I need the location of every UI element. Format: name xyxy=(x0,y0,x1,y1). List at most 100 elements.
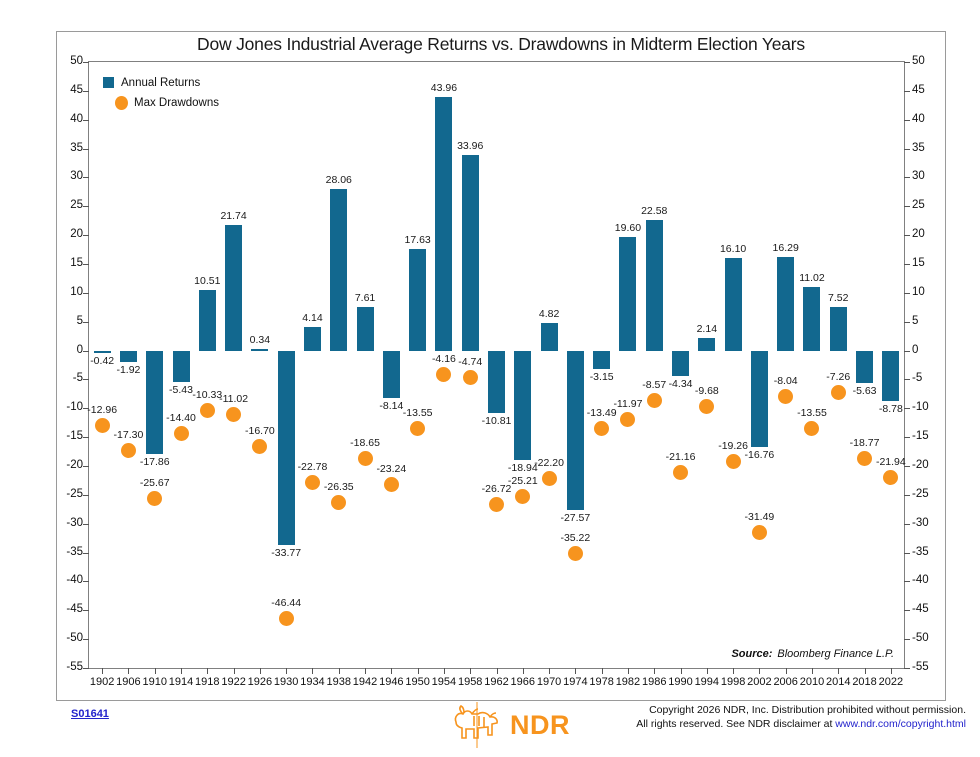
dot-max-drawdown xyxy=(751,524,767,540)
x-axis-tick-mark xyxy=(811,668,813,674)
copyright-notice: Copyright 2026 NDR, Inc. Distribution pr… xyxy=(636,703,966,731)
dot-max-drawdown xyxy=(883,469,899,485)
dot-value-label: -9.68 xyxy=(694,384,719,397)
x-axis-tick-label: 2010 xyxy=(799,676,825,688)
x-axis-tick-label: 1998 xyxy=(720,676,746,688)
x-axis-tick-mark xyxy=(181,668,183,674)
x-axis-tick-label: 1934 xyxy=(300,676,325,688)
y-axis-tick-mark xyxy=(83,350,89,352)
y-axis-tick-mark xyxy=(904,62,910,63)
y-axis-tick-label: -40 xyxy=(912,574,929,587)
bar-annual-return xyxy=(514,350,532,460)
dot-value-label: -31.49 xyxy=(744,510,775,523)
y-axis-tick-label: -35 xyxy=(912,545,929,558)
y-axis-tick-mark xyxy=(83,62,89,63)
bar-annual-return xyxy=(225,225,243,351)
y-axis-tick-mark xyxy=(904,235,910,237)
y-axis-tick-label: -50 xyxy=(912,632,929,645)
y-axis-tick-mark xyxy=(904,408,910,410)
legend-circle-icon xyxy=(115,95,128,110)
x-axis-tick-label: 1962 xyxy=(484,676,509,688)
x-axis-tick-mark xyxy=(233,668,235,674)
dot-value-label: -10.33 xyxy=(192,388,223,401)
y-axis-tick-mark xyxy=(83,148,89,150)
x-axis-tick-label: 1938 xyxy=(326,676,351,688)
dot-max-drawdown xyxy=(304,474,320,490)
y-axis-tick-label: -20 xyxy=(912,459,929,471)
dot-max-drawdown xyxy=(594,420,610,436)
dot-value-label: -16.70 xyxy=(244,425,275,438)
dot-value-label: -18.65 xyxy=(350,436,380,449)
x-axis-tick-mark xyxy=(259,668,261,674)
source-note: Source: Bloomberg Finance L.P. xyxy=(731,648,894,660)
legend-label: Annual Returns xyxy=(121,76,201,89)
dot-max-drawdown xyxy=(804,421,820,437)
bar-annual-return xyxy=(382,350,400,398)
dot-max-drawdown xyxy=(567,546,583,562)
bar-annual-return xyxy=(251,348,269,351)
x-axis-tick-mark xyxy=(128,668,130,674)
dot-max-drawdown xyxy=(410,421,426,437)
x-axis-tick-label: 1926 xyxy=(247,676,273,688)
bar-annual-return xyxy=(540,322,558,351)
dot-value-label: -23.24 xyxy=(376,463,407,476)
bar-annual-return xyxy=(645,220,663,351)
x-axis-tick-mark xyxy=(680,668,682,674)
y-axis-tick-mark xyxy=(83,235,89,237)
y-axis-tick-label: 35 xyxy=(70,141,83,154)
y-axis-tick-label: -55 xyxy=(66,661,83,673)
ndr-logo: NDR xyxy=(448,702,570,748)
x-axis-tick-mark xyxy=(470,668,472,674)
bar-annual-return xyxy=(93,350,111,353)
bar-value-label: -10.81 xyxy=(481,414,512,427)
y-axis-tick-mark xyxy=(83,292,89,294)
x-axis-tick-mark xyxy=(312,668,314,674)
x-axis-tick-label: 1966 xyxy=(510,676,536,688)
y-axis-tick-mark xyxy=(904,437,910,439)
bar-value-label: -16.76 xyxy=(744,449,775,462)
bar-annual-return xyxy=(435,96,453,351)
dot-max-drawdown xyxy=(383,477,399,493)
y-axis-tick-label: 5 xyxy=(912,314,919,327)
dot-value-label: -26.72 xyxy=(481,483,512,496)
bar-annual-return xyxy=(277,350,295,546)
bar-value-label: 4.14 xyxy=(302,311,323,324)
dot-value-label: -8.57 xyxy=(642,378,667,391)
x-axis-tick-label: 1914 xyxy=(168,676,194,688)
y-axis-tick-label: 25 xyxy=(70,199,83,212)
x-axis-tick-label: 2014 xyxy=(826,676,851,688)
bar-value-label: 21.74 xyxy=(220,210,247,223)
bar-value-label: -1.92 xyxy=(116,363,141,376)
y-axis-tick-mark xyxy=(83,437,89,439)
y-axis-tick-label: -15 xyxy=(912,430,929,443)
dot-max-drawdown xyxy=(436,367,452,383)
dot-max-drawdown xyxy=(120,442,136,458)
bar-value-label: 33.96 xyxy=(457,139,484,152)
report-id-link[interactable]: S01641 xyxy=(71,708,109,720)
bar-annual-return xyxy=(750,350,768,448)
dot-value-label: -19.26 xyxy=(718,440,748,453)
y-axis-tick-label: -30 xyxy=(66,516,83,529)
x-axis-tick-label: 1906 xyxy=(116,676,141,688)
y-axis-tick-label: 15 xyxy=(912,257,925,269)
ndr-bull-icon xyxy=(454,702,498,748)
bar-value-label: 17.63 xyxy=(404,233,431,246)
y-axis-tick-label: -25 xyxy=(66,487,83,500)
dot-max-drawdown xyxy=(541,471,557,487)
x-axis-tick-mark xyxy=(496,668,498,674)
dot-max-drawdown xyxy=(94,417,110,433)
copyright-link[interactable]: www.ndr.com/copyright.html xyxy=(835,718,966,731)
bar-value-label: 16.29 xyxy=(772,241,799,254)
dot-max-drawdown xyxy=(199,402,215,418)
plot-inner: 50 50 45 45 40 40 35 35 30 30 25 25 20 20 15 15 10 10 5 5 0 0… xyxy=(66,55,929,674)
x-axis-tick-label: 1902 xyxy=(89,676,115,688)
y-axis-tick-mark xyxy=(904,581,910,583)
y-axis-tick-label: 50 xyxy=(70,55,83,67)
bar-annual-return xyxy=(146,350,164,454)
y-axis-tick-mark xyxy=(83,668,89,669)
dot-max-drawdown xyxy=(620,412,636,428)
y-axis-tick-mark xyxy=(83,264,89,265)
y-axis-tick-mark xyxy=(904,494,910,496)
x-axis-tick-label: 1978 xyxy=(589,676,614,688)
dot-value-label: -7.26 xyxy=(826,370,851,383)
